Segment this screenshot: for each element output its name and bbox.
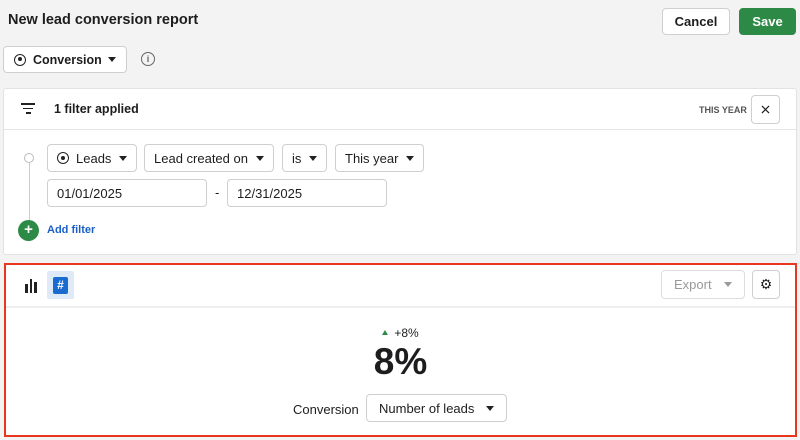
date-from-input[interactable]: 01/01/2025 xyxy=(47,179,207,207)
report-type-dropdown[interactable]: Conversion xyxy=(3,46,127,73)
cancel-button[interactable]: Cancel xyxy=(662,8,730,35)
change-indicator: +8% xyxy=(6,326,795,340)
bar-chart-view-icon[interactable] xyxy=(25,279,41,293)
kpi-value: 8% xyxy=(373,341,428,382)
target-icon xyxy=(57,152,69,164)
info-icon[interactable]: i xyxy=(141,52,155,66)
add-filter-link[interactable]: Add filter xyxy=(47,224,96,236)
date-to-input[interactable]: 12/31/2025 xyxy=(227,179,387,207)
filter-entity-dropdown[interactable]: Leads xyxy=(47,144,137,172)
report-type-label: Conversion xyxy=(33,52,102,67)
export-button[interactable]: Export xyxy=(661,270,745,299)
timeline-node xyxy=(24,153,34,163)
filter-operator-label: is xyxy=(292,150,302,166)
chevron-down-icon xyxy=(724,282,732,287)
save-button[interactable]: Save xyxy=(739,8,796,35)
chevron-down-icon xyxy=(119,155,127,161)
chevron-down-icon xyxy=(406,155,414,161)
filter-summary: 1 filter applied xyxy=(54,102,139,116)
filter-value-dropdown[interactable]: This year xyxy=(335,144,424,172)
date-separator: - xyxy=(215,185,220,200)
filter-value-label: This year xyxy=(345,150,399,166)
conversion-metric-label: Number of leads xyxy=(379,400,475,416)
filter-icon xyxy=(21,103,35,114)
conversion-label: Conversion xyxy=(293,402,359,417)
period-badge: THIS YEAR xyxy=(699,105,747,115)
filter-operator-dropdown[interactable]: is xyxy=(282,144,327,172)
settings-button[interactable]: ⚙ xyxy=(752,270,780,299)
chevron-down-icon xyxy=(108,57,116,62)
hash-icon: # xyxy=(53,277,68,294)
add-filter-icon[interactable]: + xyxy=(18,220,39,241)
target-icon xyxy=(14,53,26,66)
trend-up-icon xyxy=(382,330,389,335)
number-view-button[interactable]: # xyxy=(47,271,74,299)
change-value: +8% xyxy=(394,326,419,340)
report-panel: # Export ⚙ +8% 8% Conversion Number of l… xyxy=(4,263,797,437)
collapse-filters-button[interactable]: ⨯ xyxy=(751,95,780,124)
page-title: New lead conversion report xyxy=(8,12,199,28)
filter-entity-label: Leads xyxy=(76,150,112,166)
filter-field-label: Lead created on xyxy=(154,150,248,166)
filter-field-dropdown[interactable]: Lead created on xyxy=(144,144,274,172)
export-label: Export xyxy=(674,277,712,292)
filter-panel: 1 filter applied THIS YEAR ⨯ Leads Lead … xyxy=(3,88,797,255)
gear-icon: ⚙ xyxy=(759,276,773,292)
chevron-down-icon xyxy=(256,155,264,161)
chevron-down-icon xyxy=(309,155,317,161)
conversion-metric-dropdown[interactable]: Number of leads xyxy=(366,394,507,422)
chevron-down-icon xyxy=(486,405,494,411)
